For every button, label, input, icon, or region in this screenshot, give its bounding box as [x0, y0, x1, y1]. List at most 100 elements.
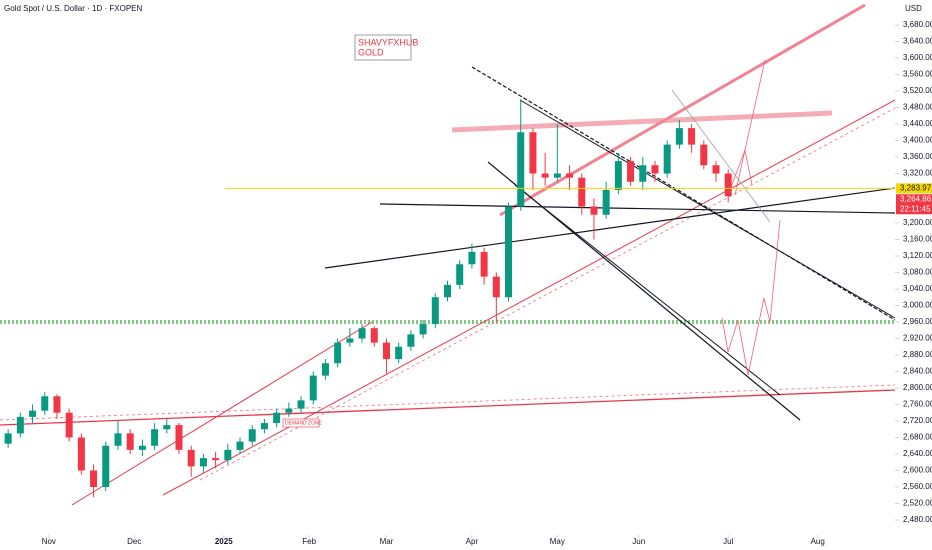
candle-body: [126, 433, 134, 450]
y-tick-label: 3,000.00: [903, 301, 932, 310]
candle-body: [138, 445, 146, 450]
candle-body: [260, 423, 268, 430]
x-tick-label: Feb: [302, 537, 316, 546]
trend-line: [71, 321, 373, 506]
zone-label: DEMAND ZONE: [285, 420, 323, 426]
candle-body: [321, 363, 329, 376]
candle-body: [627, 161, 635, 182]
watermark-box: [354, 34, 412, 61]
y-tick-label: 2,800.00: [903, 383, 932, 392]
candle-body: [431, 297, 439, 325]
y-tick-label: 2,960.00: [903, 317, 932, 326]
candle-body: [77, 437, 85, 471]
candle-body: [358, 328, 366, 339]
x-tick-label: Mar: [380, 537, 394, 546]
y-tick-label: 2,480.00: [903, 515, 932, 524]
currency: USD: [905, 4, 922, 13]
candle-body: [163, 425, 171, 430]
candle-body: [199, 458, 207, 467]
trend-line: [0, 384, 896, 421]
candle-body: [90, 470, 98, 487]
trend-line: [671, 89, 771, 223]
y-tick-label: 3,680.00: [903, 20, 932, 29]
candle-body: [578, 177, 586, 207]
candle-body: [382, 342, 390, 360]
trend-line: [162, 99, 896, 496]
trend-line: [379, 203, 896, 214]
trend-line: [471, 66, 896, 321]
x-tick-label: Dec: [127, 537, 141, 546]
y-tick-label: 3,560.00: [903, 70, 932, 79]
candle-body: [334, 342, 342, 364]
y-tick-label: 3,200.00: [903, 218, 932, 227]
y-tick-label: 3,440.00: [903, 119, 932, 128]
candle-body: [712, 165, 720, 174]
price-label: 3,283.97: [900, 183, 932, 192]
candle-body: [651, 165, 659, 174]
x-tick-label: Aug: [811, 537, 825, 546]
candle-body: [224, 449, 232, 461]
y-tick-label: 3,160.00: [903, 235, 932, 244]
y-tick-label: 3,040.00: [903, 284, 932, 293]
candle-body: [505, 206, 513, 298]
x-tick-label: 2025: [215, 537, 233, 546]
candle-body: [65, 412, 73, 438]
candle-body: [407, 334, 415, 347]
candle-body: [297, 400, 305, 409]
trend-line: [324, 187, 896, 269]
price-label-box: [896, 194, 932, 215]
x-tick-label: Nov: [42, 537, 56, 546]
y-tick-label: 2,560.00: [903, 482, 932, 491]
x-tick-label: May: [550, 537, 565, 546]
projection: [734, 59, 766, 196]
trend-line: [199, 107, 896, 481]
y-tick-label: 3,520.00: [903, 86, 932, 95]
candle-body: [614, 161, 622, 190]
candle-body: [4, 433, 12, 444]
y-tick-label: 3,400.00: [903, 136, 932, 145]
candle-body: [700, 144, 708, 166]
watermark: GOLD: [358, 47, 384, 57]
candle-body: [114, 433, 122, 446]
x-tick-label: Apr: [466, 537, 479, 546]
candle-body: [175, 425, 183, 450]
candle-body: [602, 189, 610, 215]
candle-body: [688, 128, 696, 145]
candle-body: [236, 441, 244, 450]
drawings: [0, 3, 896, 506]
candle-body: [553, 173, 561, 178]
y-tick-label: 3,320.00: [903, 169, 932, 178]
candle-body: [566, 173, 574, 178]
y-tick-label: 2,760.00: [903, 400, 932, 409]
candle-body: [395, 346, 403, 360]
y-tick-label: 2,840.00: [903, 367, 932, 376]
candle-body: [492, 276, 500, 298]
candle-body: [309, 375, 317, 401]
candle-body: [16, 416, 24, 434]
candle-body: [468, 251, 476, 265]
candle-body: [346, 338, 354, 343]
trend-line: [499, 3, 866, 217]
chart-title: Gold Spot / U.S. Dollar · 1D · FXOPEN: [4, 4, 142, 13]
y-tick-label: 2,640.00: [903, 449, 932, 458]
candle-body: [444, 284, 451, 298]
candle-body: [517, 132, 525, 207]
candle-body: [29, 410, 37, 417]
y-tick-label: 2,720.00: [903, 416, 932, 425]
zone-box: [282, 418, 320, 428]
trend-line: [0, 389, 896, 426]
y-tick-label: 2,680.00: [903, 433, 932, 442]
candle-body: [285, 408, 293, 413]
y-tick-label: 2,880.00: [903, 350, 932, 359]
candle-body: [590, 206, 598, 215]
candle-body: [53, 396, 61, 413]
price-axis: [895, 0, 932, 550]
candle-body: [102, 445, 110, 487]
x-tick-label: Jun: [632, 537, 645, 546]
price-label: 3,264.86: [900, 194, 932, 203]
y-tick-label: 3,480.00: [903, 103, 932, 112]
candle-body: [639, 165, 647, 182]
y-tick-label: 3,600.00: [903, 53, 932, 62]
